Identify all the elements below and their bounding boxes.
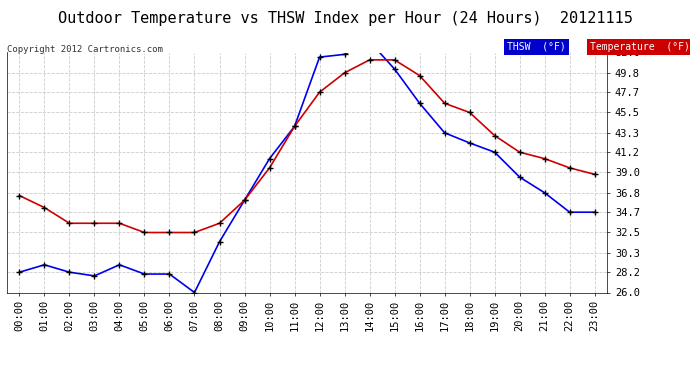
Text: Temperature  (°F): Temperature (°F): [590, 42, 690, 52]
Text: Copyright 2012 Cartronics.com: Copyright 2012 Cartronics.com: [7, 45, 163, 54]
Text: Outdoor Temperature vs THSW Index per Hour (24 Hours)  20121115: Outdoor Temperature vs THSW Index per Ho…: [57, 11, 633, 26]
Text: THSW  (°F): THSW (°F): [507, 42, 566, 52]
